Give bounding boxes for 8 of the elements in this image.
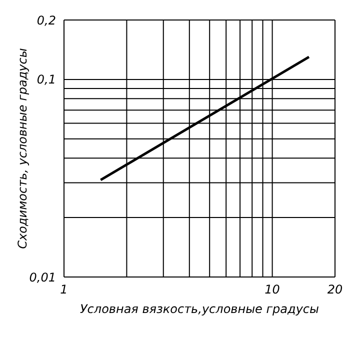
y-tick-label: 0,01: [29, 270, 56, 284]
y-axis-title: Сходимость, условные градусы: [15, 48, 30, 249]
x-tick-label: 20: [327, 282, 343, 297]
x-tick-label: 1: [60, 282, 68, 297]
x-tick-label: 10: [264, 282, 280, 297]
y-tick-label: 0,2: [36, 13, 56, 28]
y-tick-label: 0,1: [36, 72, 56, 87]
x-axis-title: Условная вязкость,условные градусы: [80, 302, 320, 316]
